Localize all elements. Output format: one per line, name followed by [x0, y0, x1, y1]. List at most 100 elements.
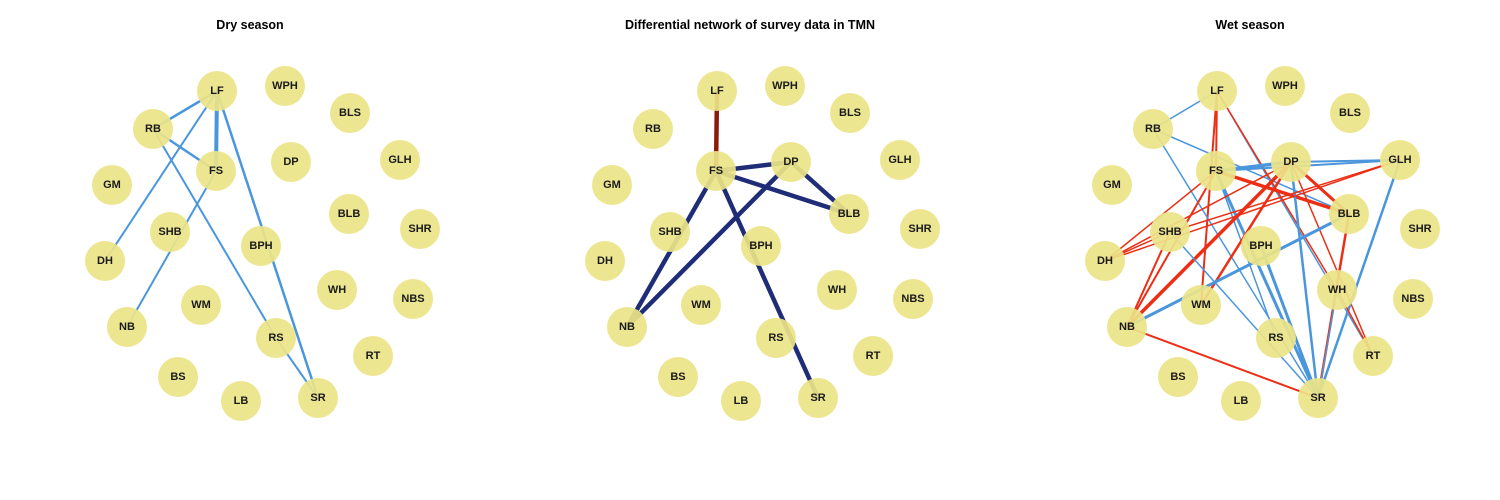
node-label: WPH — [272, 80, 298, 92]
node-circle — [1241, 226, 1281, 266]
node-label: NBS — [901, 293, 924, 305]
node-circle — [1317, 270, 1357, 310]
node-label: BPH — [1249, 240, 1272, 252]
node-label: DH — [97, 255, 113, 267]
node-circle — [1133, 109, 1173, 149]
node-nb: NB — [107, 307, 147, 347]
node-circle — [317, 270, 357, 310]
node-wm: WM — [681, 285, 721, 325]
edge-rb-sr — [1152, 128, 1319, 399]
node-shr: SHR — [1400, 209, 1440, 249]
node-blb: BLB — [1329, 194, 1369, 234]
node-dp: DP — [271, 142, 311, 182]
edge-dp-sr — [1289, 160, 1320, 400]
node-blb: BLB — [329, 194, 369, 234]
node-wh: WH — [1317, 270, 1357, 310]
node-nb: NB — [1107, 307, 1147, 347]
node-circle — [92, 165, 132, 205]
node-label: GLH — [888, 154, 911, 166]
node-label: NB — [619, 321, 635, 333]
node-label: BLB — [338, 208, 361, 220]
node-circle — [817, 270, 857, 310]
edge-fs-blb — [1214, 169, 1351, 216]
node-circle — [756, 318, 796, 358]
node-circle — [853, 336, 893, 376]
node-circle — [1393, 279, 1433, 319]
edge-bph-sr — [1259, 244, 1320, 400]
node-shb: SHB — [150, 212, 190, 252]
node-label: GLH — [1388, 154, 1411, 166]
node-circle — [880, 140, 920, 180]
node-shr: SHR — [400, 209, 440, 249]
node-circle — [158, 357, 198, 397]
node-label: LB — [1234, 395, 1249, 407]
node-label: LB — [234, 395, 249, 407]
node-label: BLS — [839, 107, 861, 119]
node-wm: WM — [181, 285, 221, 325]
node-lf: LF — [197, 71, 237, 111]
node-circle — [271, 142, 311, 182]
node-label: RS — [768, 332, 783, 344]
node-circle — [1400, 209, 1440, 249]
node-label: NB — [119, 321, 135, 333]
node-label: LF — [1210, 85, 1224, 97]
node-label: GM — [1103, 179, 1121, 191]
node-circle — [585, 241, 625, 281]
panel-dry-season: Dry season LF WPH RB BLS FS DP GLH GM BLB SHB SHR D… — [0, 0, 500, 500]
node-label: LB — [734, 395, 749, 407]
node-rt: RT — [1353, 336, 1393, 376]
node-sr: SR — [298, 378, 338, 418]
node-glh: GLH — [1380, 140, 1420, 180]
node-nbs: NBS — [1393, 279, 1433, 319]
node-circle — [1092, 165, 1132, 205]
network-graph-dry: LF WPH RB BLS FS DP GLH GM BLB SHB SHR DH BPH WH NBS NB… — [85, 66, 440, 421]
node-circle — [353, 336, 393, 376]
node-label: SHR — [908, 223, 931, 235]
node-label: GM — [603, 179, 621, 191]
node-bls: BLS — [330, 93, 370, 133]
node-wph: WPH — [265, 66, 305, 106]
node-circle — [650, 212, 690, 252]
node-circle — [1085, 241, 1125, 281]
node-circle — [829, 194, 869, 234]
node-circle — [265, 66, 305, 106]
node-bs: BS — [158, 357, 198, 397]
node-label: BLB — [1338, 208, 1361, 220]
node-dh: DH — [585, 241, 625, 281]
node-rb: RB — [1133, 109, 1173, 149]
node-wph: WPH — [1265, 66, 1305, 106]
node-rt: RT — [353, 336, 393, 376]
node-circle — [181, 285, 221, 325]
node-circle — [1221, 381, 1261, 421]
node-circle — [633, 109, 673, 149]
node-circle — [1298, 378, 1338, 418]
node-label: SHB — [158, 226, 181, 238]
node-gm: GM — [92, 165, 132, 205]
node-lf: LF — [697, 71, 737, 111]
node-wph: WPH — [765, 66, 805, 106]
node-bph: BPH — [241, 226, 281, 266]
node-circle — [771, 142, 811, 182]
node-label: RT — [1366, 350, 1381, 362]
panel-wet-season: Wet season LF WPH RB BLS FS DP GLH GM BLB SHB SHR D… — [1000, 0, 1500, 500]
node-label: SHR — [1408, 223, 1431, 235]
node-circle — [1329, 194, 1369, 234]
node-label: BPH — [249, 240, 272, 252]
node-sr: SR — [798, 378, 838, 418]
node-rs: RS — [256, 318, 296, 358]
node-sr: SR — [1298, 378, 1338, 418]
node-circle — [133, 109, 173, 149]
node-circle — [658, 357, 698, 397]
node-wh: WH — [817, 270, 857, 310]
node-circle — [1256, 318, 1296, 358]
edge-dp-nb — [624, 159, 794, 330]
edge-glh-shb — [1169, 159, 1401, 233]
edge-lf-wm — [1200, 90, 1218, 306]
edge-glh-sr — [1316, 158, 1402, 400]
node-circle — [696, 151, 736, 191]
node-circle — [221, 381, 261, 421]
node-dh: DH — [1085, 241, 1125, 281]
edge-rb-rs — [152, 128, 277, 339]
node-label: WH — [1328, 284, 1346, 296]
node-circle — [197, 71, 237, 111]
